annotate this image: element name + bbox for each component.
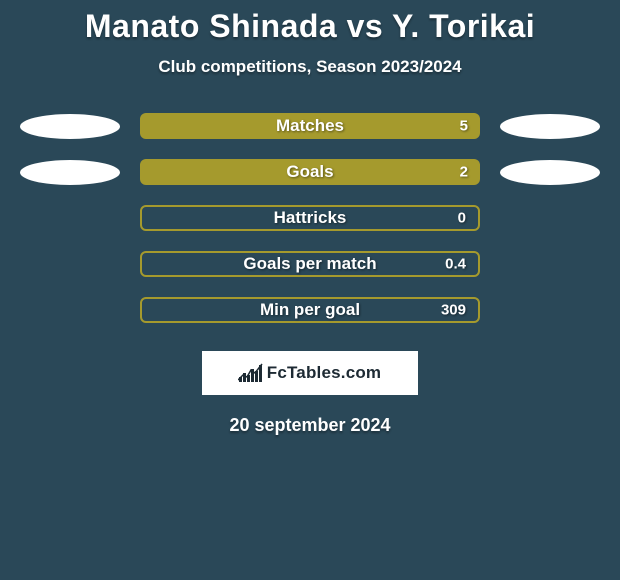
stat-label: Matches <box>276 116 344 136</box>
stat-label: Goals <box>286 162 333 182</box>
page-subtitle: Club competitions, Season 2023/2024 <box>158 57 461 77</box>
stat-rows: Matches 5 Goals 2 Hattricks 0 Goals per match 0… <box>0 113 620 323</box>
stat-bar: Min per goal 309 <box>140 297 480 323</box>
footer-date: 20 september 2024 <box>229 415 390 436</box>
page-title: Manato Shinada vs Y. Torikai <box>85 8 535 45</box>
stat-bar: Goals per match 0.4 <box>140 251 480 277</box>
stat-bar: Goals 2 <box>140 159 480 185</box>
brand-text: FcTables.com <box>267 363 382 383</box>
left-ellipse <box>20 114 120 139</box>
stat-row: Min per goal 309 <box>0 297 620 323</box>
stat-value: 0.4 <box>445 256 466 273</box>
right-ellipse <box>500 114 600 139</box>
stat-value: 5 <box>460 118 468 135</box>
stat-value: 0 <box>458 210 466 227</box>
stat-row: Goals per match 0.4 <box>0 251 620 277</box>
stat-label: Goals per match <box>243 254 376 274</box>
brand-box: FcTables.com <box>202 351 418 395</box>
stat-value: 2 <box>460 164 468 181</box>
stat-value: 309 <box>441 302 466 319</box>
stat-label: Min per goal <box>260 300 360 320</box>
stat-bar: Hattricks 0 <box>140 205 480 231</box>
left-ellipse <box>20 160 120 185</box>
stat-bar: Matches 5 <box>140 113 480 139</box>
stat-row: Goals 2 <box>0 159 620 185</box>
chart-icon <box>239 364 261 382</box>
right-ellipse <box>500 160 600 185</box>
stat-label: Hattricks <box>274 208 347 228</box>
stat-row: Matches 5 <box>0 113 620 139</box>
chart-container: Manato Shinada vs Y. Torikai Club compet… <box>0 0 620 580</box>
stat-row: Hattricks 0 <box>0 205 620 231</box>
